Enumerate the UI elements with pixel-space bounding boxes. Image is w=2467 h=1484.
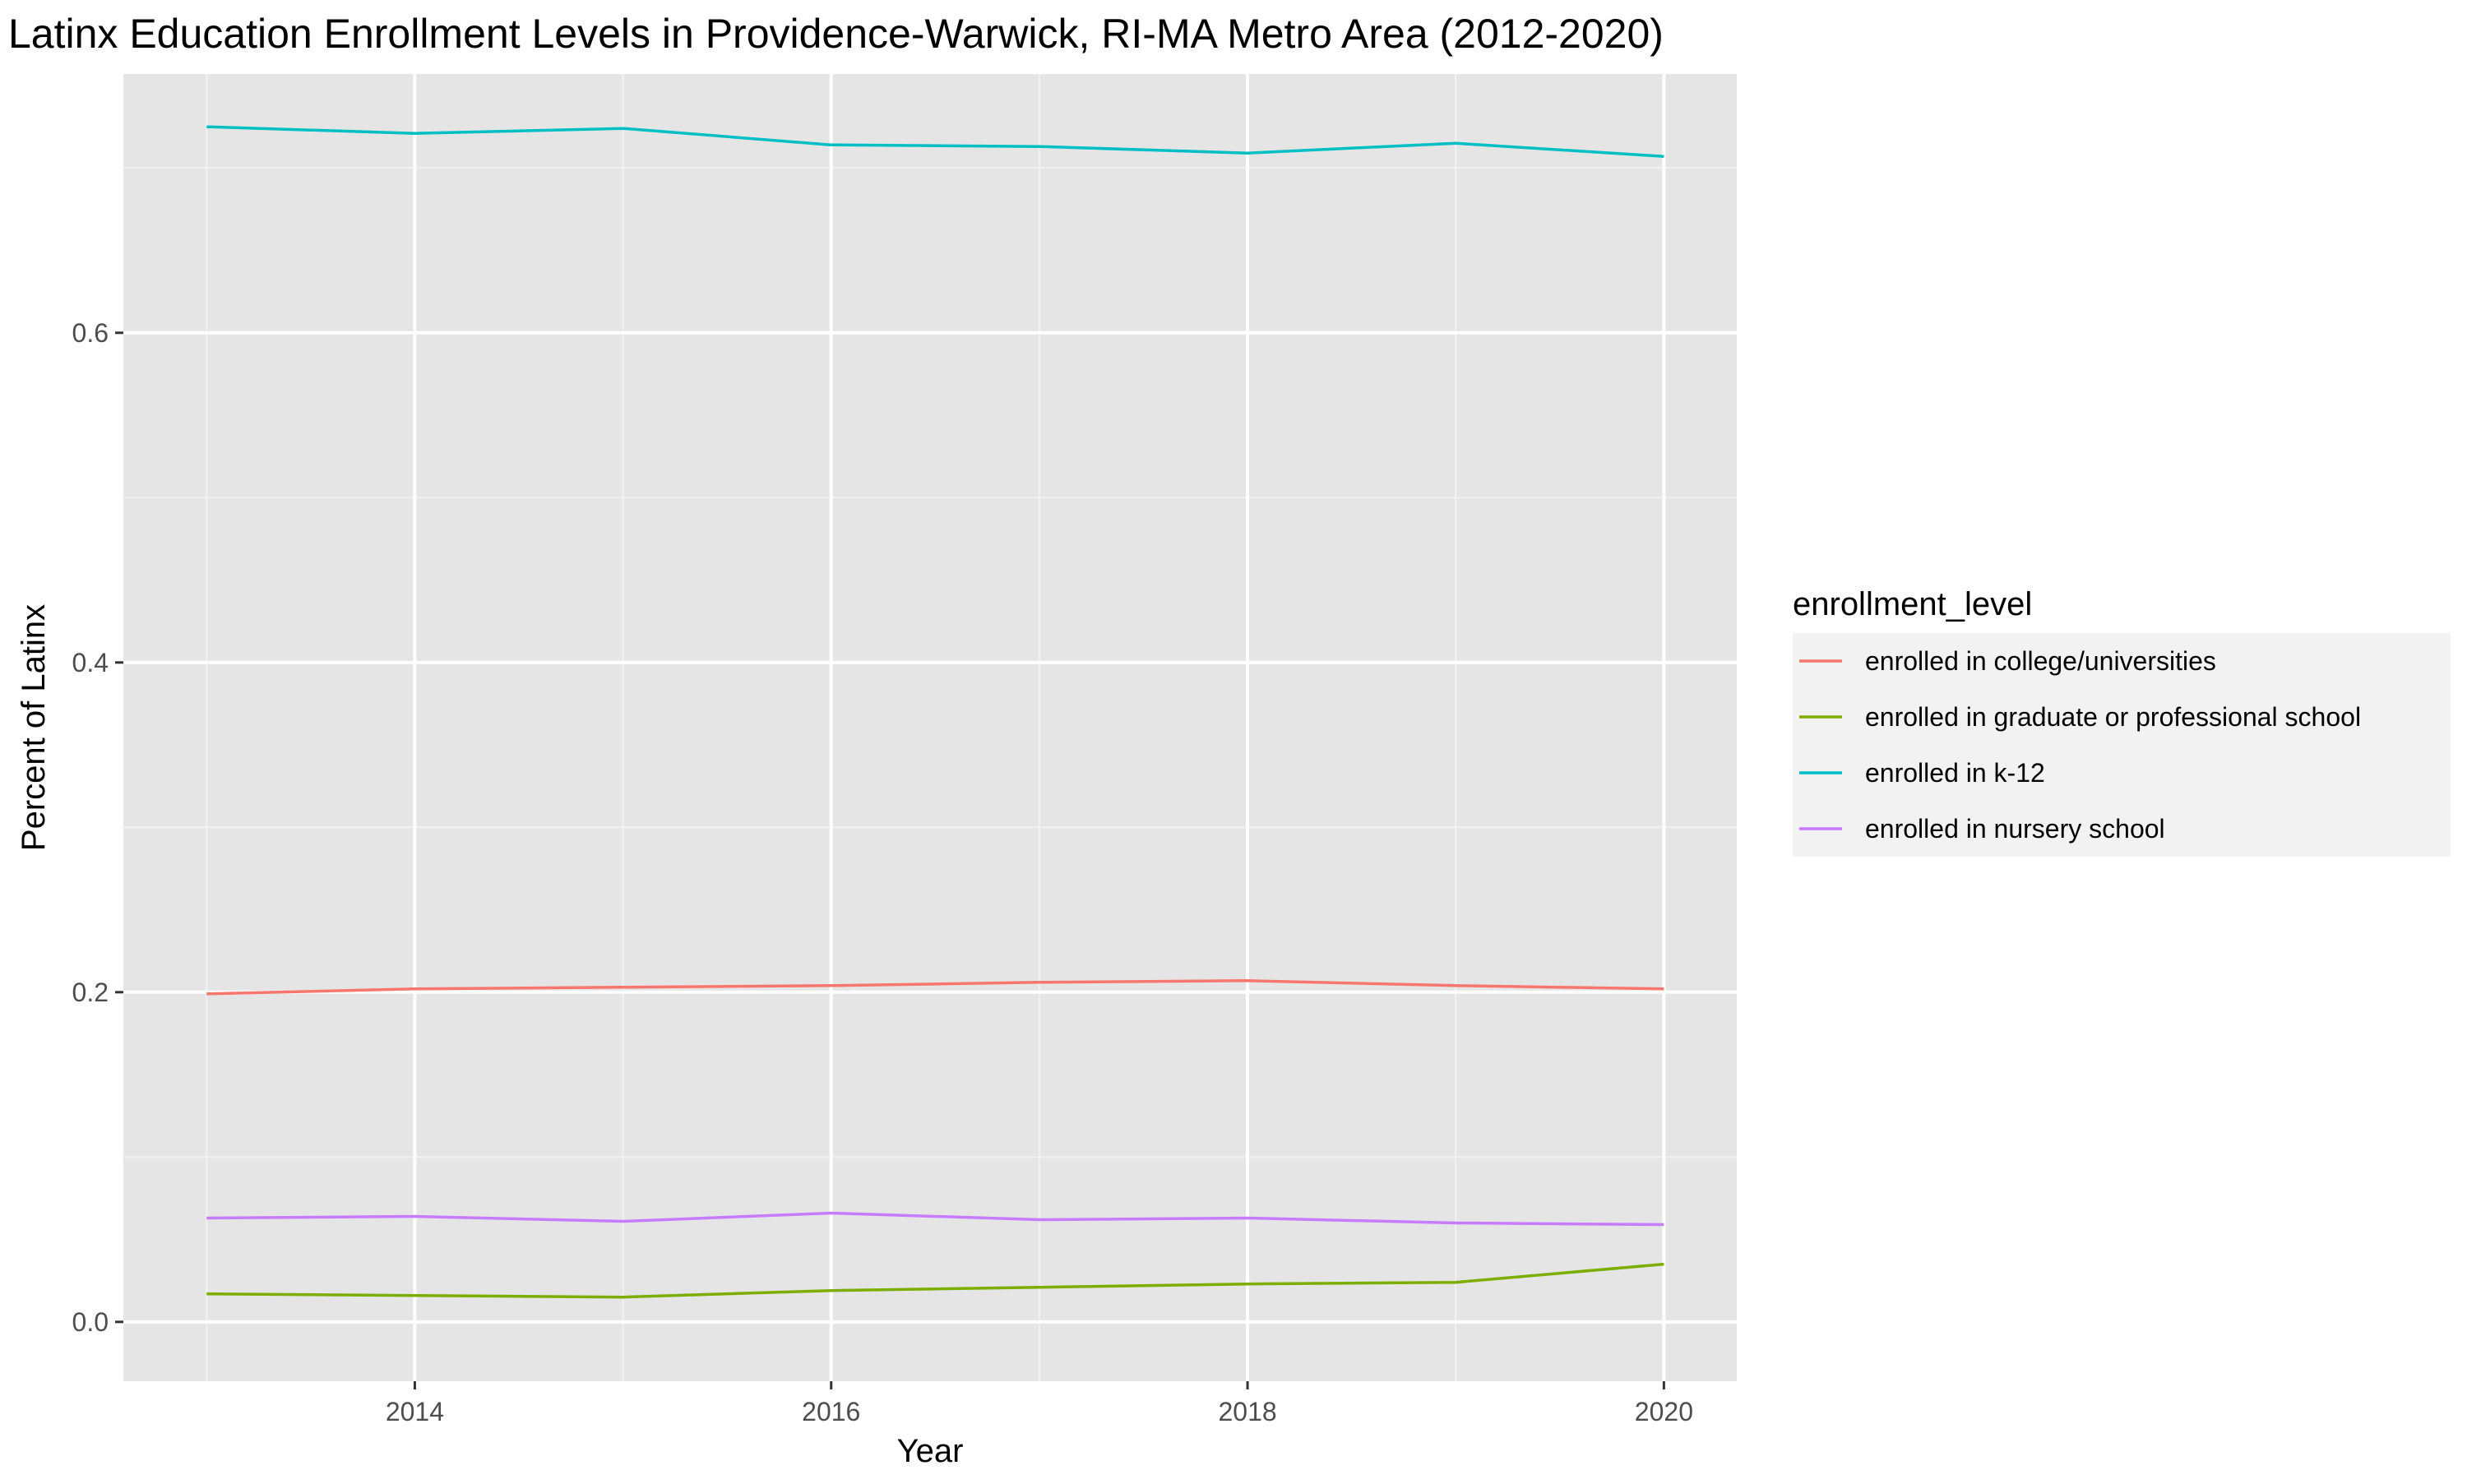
x-tick-label: 2014 [386,1397,444,1426]
legend: enrollment_level enrolled in college/uni… [1793,586,2451,857]
legend-label: enrolled in graduate or professional sch… [1865,702,2361,732]
series-line-1 [206,979,1664,996]
series-line-2 [206,1262,1664,1299]
chart-title: Latinx Education Enrollment Levels in Pr… [8,11,1664,57]
legend-label: enrolled in college/universities [1865,646,2216,676]
y-tick-label: 0.0 [72,1307,109,1337]
y-tick-label: 0.2 [72,978,109,1007]
minor-gridlines [123,74,1737,1381]
legend-items: enrolled in college/universities enrolled… [1793,633,2451,857]
legend-key-background [1793,633,2451,857]
major-gridlines [123,74,1737,1381]
x-tick-label: 2020 [1635,1397,1693,1426]
legend-title: enrollment_level [1793,586,2032,622]
legend-label: enrolled in nursery school [1865,814,2165,844]
y-tick-label: 0.4 [72,648,109,677]
x-tick-label: 2018 [1218,1397,1276,1426]
x-tick-labels: 2014 2016 2018 2020 [386,1397,1693,1426]
legend-label: enrolled in k-12 [1865,758,2045,788]
x-axis-label: Year [897,1433,964,1469]
axis-ticks [115,331,1665,1389]
x-tick-label: 2016 [802,1397,860,1426]
plot-panel [123,74,1737,1381]
y-tick-labels: 0.0 0.2 0.4 0.6 [72,318,109,1337]
y-axis-label: Percent of Latinx [16,604,52,851]
series-line-4 [206,1211,1664,1227]
series-line-3 [206,125,1664,159]
y-tick-label: 0.6 [72,318,109,348]
series-lines [206,125,1664,1299]
